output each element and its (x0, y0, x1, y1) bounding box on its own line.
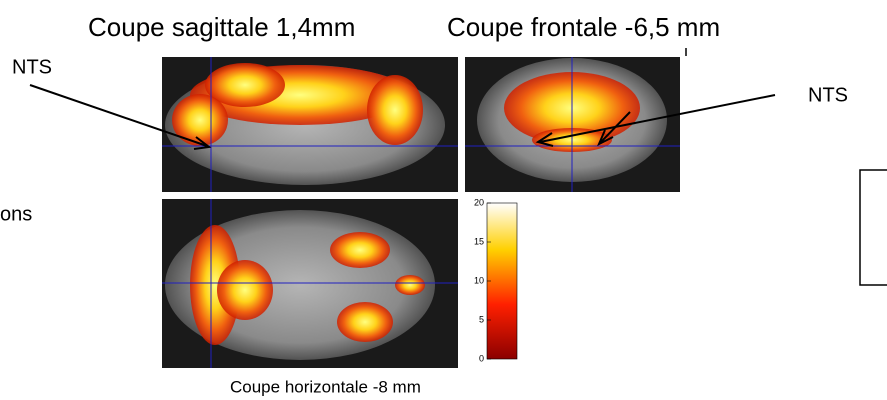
cropped-box (860, 170, 887, 285)
horizontal-caption: Coupe horizontale -8 mm (230, 377, 421, 396)
nts-label: NTS (808, 84, 848, 106)
frontal-slice (465, 57, 680, 192)
tick-label: 20 (474, 197, 484, 207)
tick-label: 5 (479, 314, 484, 324)
frontal-title: Coupe frontale -6,5 mm (447, 12, 720, 42)
side-text: ons (0, 203, 32, 225)
tick-label: 15 (474, 236, 484, 246)
sagittal-title: Coupe sagittale 1,4mm (88, 12, 355, 42)
tick-label: 10 (474, 275, 484, 285)
figure: Coupe sagittale 1,4mm Coupe frontale -6,… (0, 0, 887, 400)
horizontal-slice (162, 199, 458, 368)
tick-label: 0 (479, 353, 484, 363)
colorbar (487, 203, 517, 359)
nts-label: NTS (12, 56, 52, 78)
sagittal-slice (162, 57, 458, 192)
